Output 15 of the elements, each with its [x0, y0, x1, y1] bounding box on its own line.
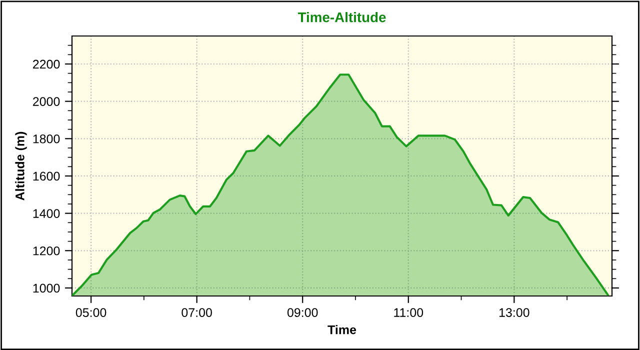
x-tick-label: 11:00 [394, 308, 424, 317]
y-tick-label: 1600 [33, 172, 60, 181]
x-axis-title: Time [328, 325, 356, 334]
y-tick-label: 2000 [33, 97, 60, 106]
chart-title: Time-Altitude [298, 12, 386, 22]
y-tick-label: 1400 [33, 209, 60, 218]
y-tick-label: 1000 [33, 284, 60, 293]
x-tick-label: 05:00 [76, 308, 106, 317]
y-axis-title: Altitude (m) [15, 132, 27, 200]
x-tick-label: 07:00 [182, 308, 212, 317]
y-tick-label: 1800 [33, 134, 60, 144]
x-tick-label: 09:00 [287, 308, 318, 317]
x-tick-label: 13:00 [499, 308, 530, 317]
y-tick-label: 2200 [33, 60, 60, 69]
y-tick-label: 1200 [33, 246, 60, 256]
